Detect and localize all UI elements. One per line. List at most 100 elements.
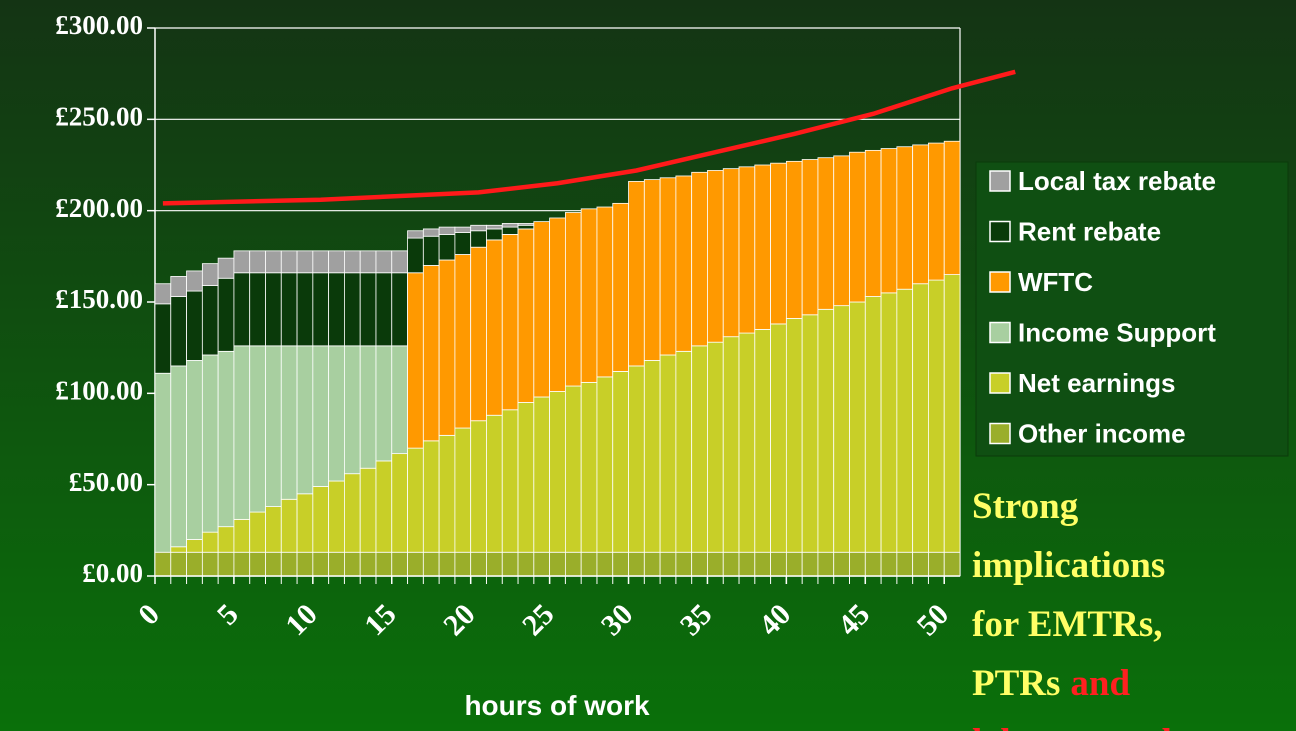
bar-segment xyxy=(265,345,282,507)
bar-segment xyxy=(517,402,535,553)
annotation-line: Strong xyxy=(972,486,1079,527)
bar-segment xyxy=(280,498,298,553)
bar-segment xyxy=(912,283,929,553)
annotation-line: implications xyxy=(972,545,1165,586)
bar-segment xyxy=(233,272,251,347)
bar-segment xyxy=(596,551,614,577)
bar-segment xyxy=(691,345,708,553)
trend-line xyxy=(162,69,1016,206)
bar-segment xyxy=(722,168,740,338)
bar-segment xyxy=(296,493,314,553)
bar-segment xyxy=(675,350,693,553)
bar-segment xyxy=(691,171,708,347)
bar-segment xyxy=(596,376,614,553)
bar-segment xyxy=(486,224,503,230)
bar-segment xyxy=(312,551,330,577)
bar-segment xyxy=(785,551,803,577)
bar-segment xyxy=(533,551,551,577)
bar-segment xyxy=(186,551,203,577)
bar-segment xyxy=(296,551,314,577)
bar-segment xyxy=(201,285,219,356)
bar-segment xyxy=(928,551,945,577)
bar-segment xyxy=(770,323,787,553)
bar-segment xyxy=(785,160,803,319)
bar-segment xyxy=(170,551,187,577)
bar-segment xyxy=(470,230,487,248)
bar-segment xyxy=(391,345,408,455)
legend-swatch xyxy=(989,422,1011,445)
bar-segment xyxy=(344,345,361,475)
bar-segment xyxy=(170,546,187,553)
bar-segment xyxy=(628,365,645,553)
bar-segment xyxy=(312,345,330,487)
bar-segment xyxy=(801,551,819,577)
bar-segment xyxy=(438,434,456,553)
bar-segment xyxy=(596,206,614,378)
bar-segment xyxy=(943,140,961,275)
bar-segment xyxy=(580,381,598,553)
bar-segment xyxy=(391,272,408,347)
bar-segment xyxy=(186,360,203,540)
bar-segment xyxy=(533,221,551,398)
bar-segment xyxy=(785,318,803,553)
legend-swatch xyxy=(989,321,1011,344)
bar-segment xyxy=(375,460,393,553)
bar-segment xyxy=(344,250,361,274)
bar-segment xyxy=(738,166,756,334)
bar-segment xyxy=(533,396,551,553)
bar-segment xyxy=(470,224,487,232)
bar-segment xyxy=(280,551,298,577)
x-axis-title: hours of work xyxy=(464,690,650,721)
bar-segment xyxy=(265,551,282,577)
bar-segment xyxy=(643,551,661,577)
bar-segment xyxy=(849,301,866,553)
bar-segment xyxy=(359,250,377,274)
bar-segment xyxy=(517,224,535,230)
bar-segment xyxy=(659,177,677,356)
bar-segment xyxy=(170,365,187,548)
bar-segment xyxy=(517,223,535,226)
bar-segment xyxy=(328,551,345,577)
bar-segment xyxy=(612,551,629,577)
bar-segment xyxy=(707,170,724,343)
bar-segment xyxy=(564,212,582,387)
bar-segment xyxy=(265,272,282,347)
bar-segment xyxy=(770,551,787,577)
bar-segment xyxy=(880,551,898,577)
bar-segment xyxy=(896,288,914,553)
bar-segment xyxy=(375,345,393,462)
bar-segment xyxy=(643,179,661,361)
bar-segment xyxy=(233,345,251,520)
bar-segment xyxy=(201,531,219,553)
bar-segment xyxy=(849,151,866,303)
bar-segment xyxy=(896,146,914,290)
bar-segment xyxy=(849,551,866,577)
bar-segment xyxy=(312,486,330,553)
bar-segment xyxy=(312,250,330,274)
bar-segment xyxy=(217,551,235,577)
y-tick-label: £100.00 xyxy=(55,376,143,406)
bar-segment xyxy=(422,440,440,553)
bar-segment xyxy=(564,551,582,577)
bar-segment xyxy=(612,202,629,372)
bar-segment xyxy=(549,217,566,392)
bar-segment xyxy=(549,391,566,553)
bar-segment xyxy=(912,551,929,577)
annotation-line: PTRs xyxy=(972,663,1060,704)
bar-segment xyxy=(233,518,251,553)
bar-segment xyxy=(501,551,519,577)
y-tick-label: £150.00 xyxy=(55,284,143,314)
bar-segment xyxy=(422,265,440,442)
bar-segment xyxy=(249,511,266,553)
bar-segment xyxy=(659,354,677,553)
bar-segment xyxy=(407,237,424,274)
bar-segment xyxy=(375,272,393,347)
bar-segment xyxy=(328,345,345,482)
bar-segment xyxy=(564,385,582,553)
y-tick-label: £50.00 xyxy=(69,467,143,497)
bar-segment xyxy=(643,360,661,553)
bar-segment xyxy=(486,228,503,241)
bar-segment xyxy=(375,551,393,577)
bar-segment xyxy=(817,157,835,310)
